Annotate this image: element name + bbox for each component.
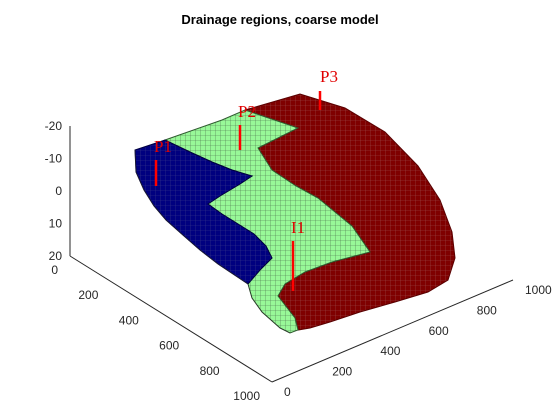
- y-axis-line: [69, 255, 273, 383]
- x-tick-label: 1000: [525, 283, 552, 297]
- model-side-shading: [134, 149, 291, 334]
- well-p1-label: P1: [154, 137, 172, 156]
- z-tick-label: 10: [49, 217, 63, 231]
- well-i1-label: I1: [291, 218, 305, 237]
- x-tick-label: 600: [429, 324, 449, 338]
- y-tick-label: 200: [78, 288, 98, 302]
- well-p2-label: P2: [238, 102, 256, 121]
- well-p3-label: P3: [320, 67, 338, 86]
- x-axis-line: [271, 279, 514, 383]
- y-tick-label: 400: [119, 313, 139, 327]
- y-tick-label: 0: [51, 263, 58, 277]
- y-tick-label: 1000: [233, 389, 260, 403]
- wells: P1 P2 P3 I1: [154, 67, 338, 291]
- axes: [69, 126, 514, 383]
- z-tick-label: 20: [49, 249, 63, 263]
- z-tick-label: 0: [55, 184, 62, 198]
- y-tick-label: 800: [200, 364, 220, 378]
- x-tick-label: 800: [477, 303, 497, 317]
- x-tick-label: 0: [284, 385, 291, 399]
- z-tick-label: -10: [45, 152, 63, 166]
- x-tick-label: 400: [380, 344, 400, 358]
- chart-title: Drainage regions, coarse model: [181, 12, 378, 27]
- z-tick-label: -20: [45, 119, 63, 133]
- reservoir-model: [134, 93, 456, 334]
- x-tick-label: 200: [332, 365, 352, 379]
- y-tick-label: 600: [159, 339, 179, 353]
